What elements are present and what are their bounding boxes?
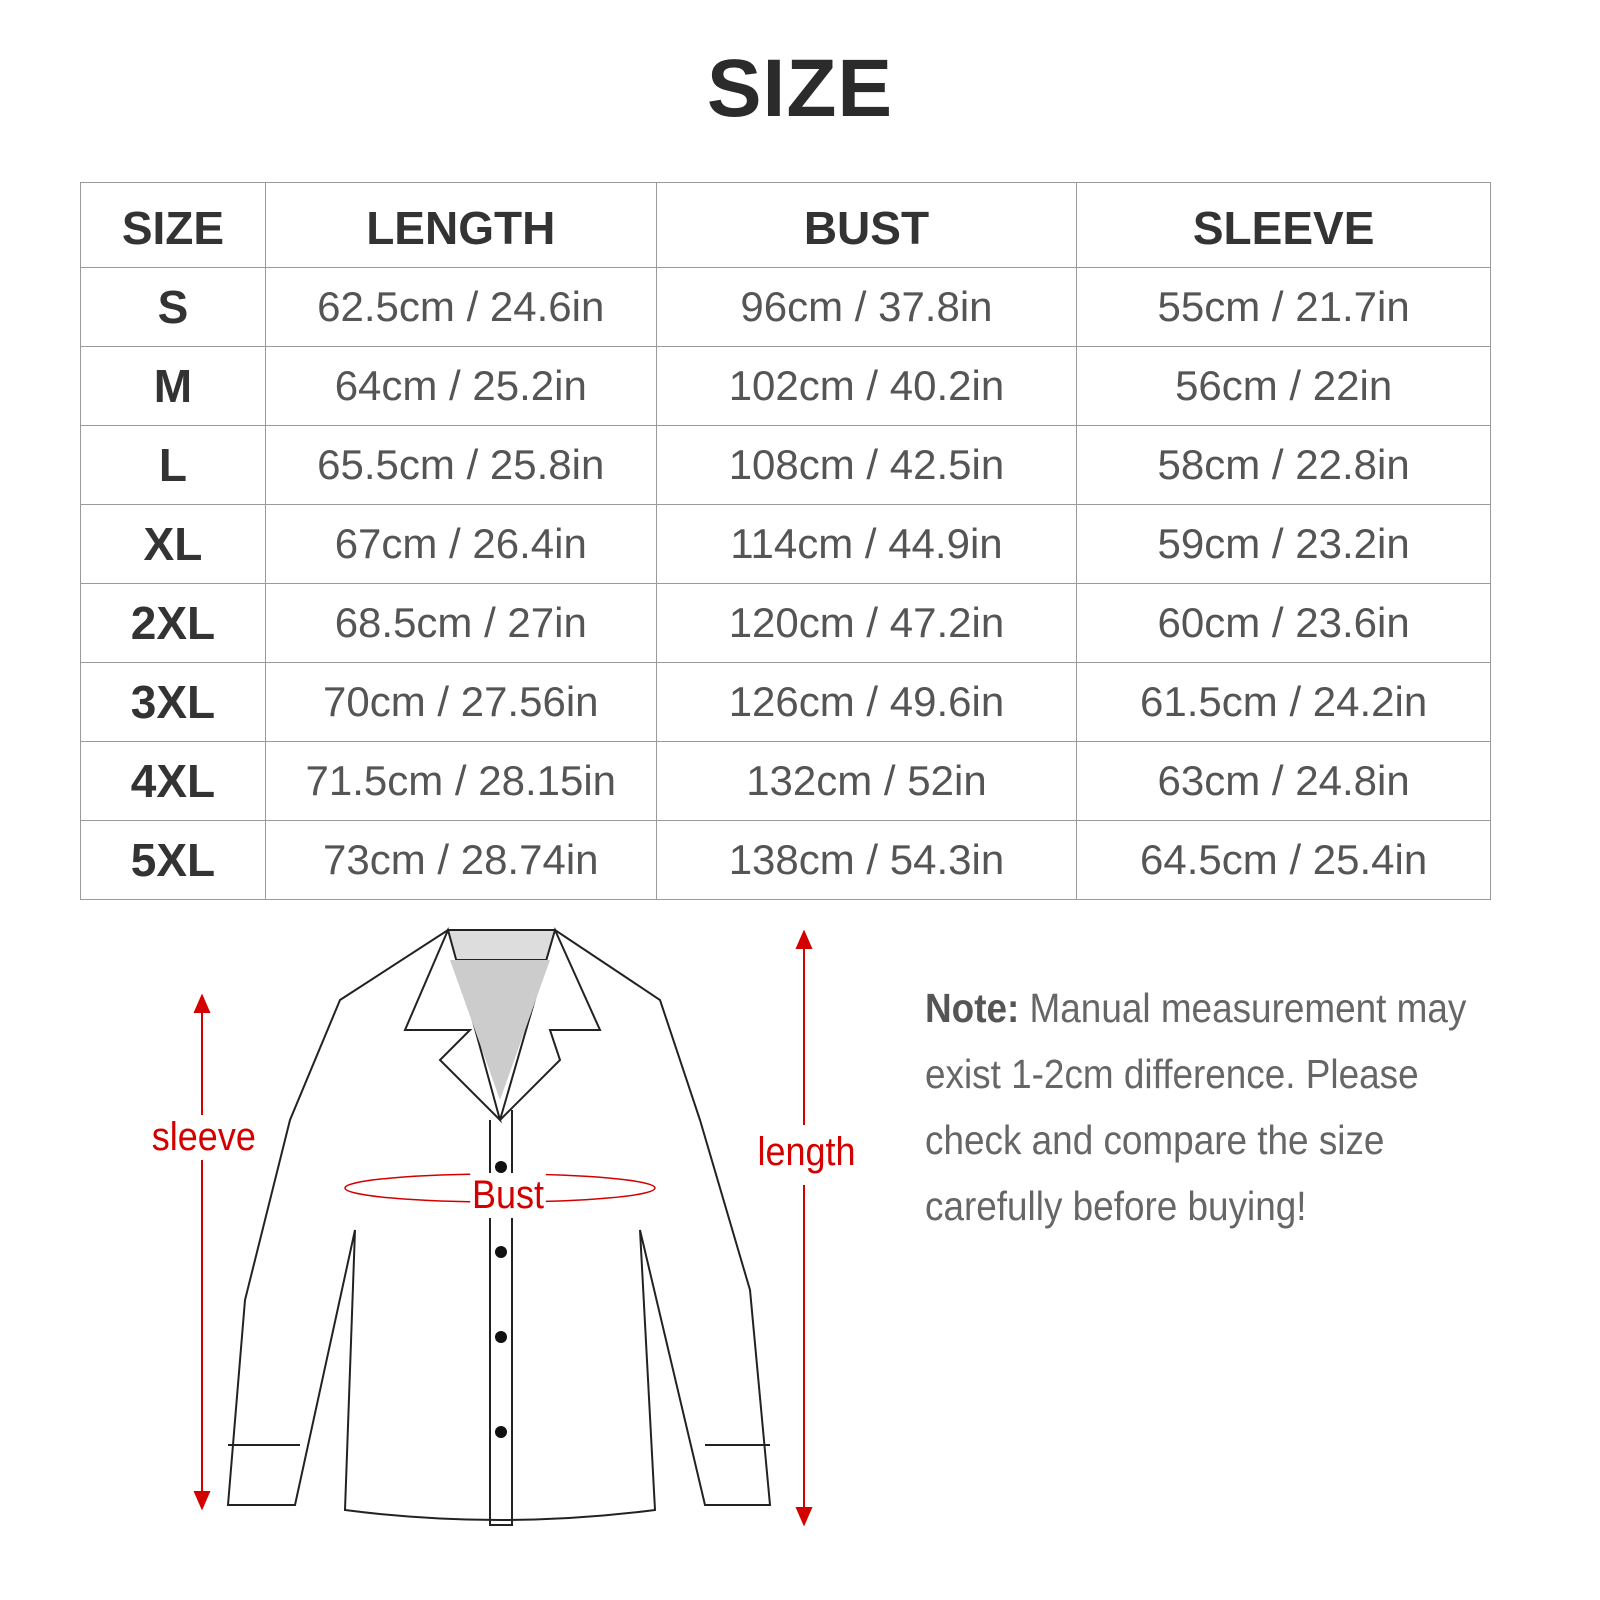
cell-sleeve: 56cm / 22in [1076, 346, 1491, 426]
cell-sleeve: 64.5cm / 25.4in [1076, 820, 1491, 900]
shirt-collar-back [447, 929, 556, 961]
cell-length: 68.5cm / 27in [264, 583, 657, 663]
shirt-buttons [495, 1161, 507, 1438]
table-header-row: SIZE LENGTH BUST SLEEVE [80, 182, 1491, 268]
cell-sleeve: 55cm / 21.7in [1076, 267, 1491, 347]
note-body: Manual measurement may exist 1-2cm diffe… [925, 985, 1467, 1229]
cell-bust: 96cm / 37.8in [655, 267, 1078, 347]
table-row: 2XL 68.5cm / 27in 120cm / 47.2in 60cm / 23.… [80, 583, 1491, 663]
cell-bust: 108cm / 42.5in [655, 425, 1078, 505]
cell-length: 65.5cm / 25.8in [264, 425, 657, 505]
cell-bust: 132cm / 52in [655, 741, 1078, 821]
cell-sleeve: 61.5cm / 24.2in [1076, 662, 1491, 742]
cell-size: M [80, 346, 266, 426]
table-row: 5XL 73cm / 28.74in 138cm / 54.3in 64.5cm / … [80, 820, 1491, 900]
page-title: SIZE [706, 43, 894, 134]
table-row: L 65.5cm / 25.8in 108cm / 42.5in 58cm / 22.… [80, 425, 1491, 505]
cell-length: 73cm / 28.74in [264, 820, 657, 900]
cell-bust: 138cm / 54.3in [655, 820, 1078, 900]
sleeve-arrow-heads [193, 993, 211, 1511]
cell-size: 3XL [80, 662, 266, 742]
note-label: Note: [925, 985, 1020, 1031]
cell-sleeve: 59cm / 23.2in [1076, 504, 1491, 584]
shirt-placket [489, 1110, 513, 1526]
header-sleeve: SLEEVE [1076, 182, 1491, 268]
shirt-collar-left [403, 926, 502, 1124]
table-row: M 64cm / 25.2in 102cm / 40.2in 56cm / 22in [80, 346, 1491, 426]
shirt-body [226, 929, 772, 1521]
cell-length: 71.5cm / 28.15in [264, 741, 657, 821]
header-size: SIZE [80, 182, 266, 268]
cell-sleeve: 58cm / 22.8in [1076, 425, 1491, 505]
cell-size: XL [80, 504, 266, 584]
sleeve-label: sleeve [151, 1115, 256, 1159]
cell-bust: 102cm / 40.2in [655, 346, 1078, 426]
cell-sleeve: 60cm / 23.6in [1076, 583, 1491, 663]
cell-bust: 126cm / 49.6in [655, 662, 1078, 742]
length-arrow-heads [795, 929, 813, 1527]
table-row: 3XL 70cm / 27.56in 126cm / 49.6in 61.5cm / … [80, 662, 1491, 742]
length-label: length [757, 1130, 856, 1174]
cell-bust: 120cm / 47.2in [655, 583, 1078, 663]
cell-sleeve: 63cm / 24.8in [1076, 741, 1491, 821]
header-bust: BUST [655, 182, 1078, 268]
shirt-diagram [193, 926, 813, 1527]
table-row: 4XL 71.5cm / 28.15in 132cm / 52in 63cm / 24… [80, 741, 1491, 821]
note-text: Note: Manual measurement may exist 1-2cm… [925, 975, 1501, 1239]
table-row: S 62.5cm / 24.6in 96cm / 37.8in 55cm / 21.7… [80, 267, 1491, 347]
cell-bust: 114cm / 44.9in [655, 504, 1078, 584]
cell-size: S [80, 267, 266, 347]
cell-size: 2XL [80, 583, 266, 663]
cell-length: 70cm / 27.56in [264, 662, 657, 742]
cell-length: 67cm / 26.4in [264, 504, 657, 584]
cell-size: 5XL [80, 820, 266, 900]
cell-length: 62.5cm / 24.6in [264, 267, 657, 347]
shirt-collar-right [499, 927, 602, 1121]
shirt-inner-collar [450, 960, 550, 1100]
cell-length: 64cm / 25.2in [264, 346, 657, 426]
cell-size: 4XL [80, 741, 266, 821]
size-table: SIZE LENGTH BUST SLEEVE S 62.5cm / 24.6in… [80, 182, 1491, 900]
cell-size: L [80, 425, 266, 505]
table-row: XL 67cm / 26.4in 114cm / 44.9in 59cm / 23.2… [80, 504, 1491, 584]
bust-label: Bust [470, 1173, 546, 1218]
header-length: LENGTH [264, 182, 657, 268]
